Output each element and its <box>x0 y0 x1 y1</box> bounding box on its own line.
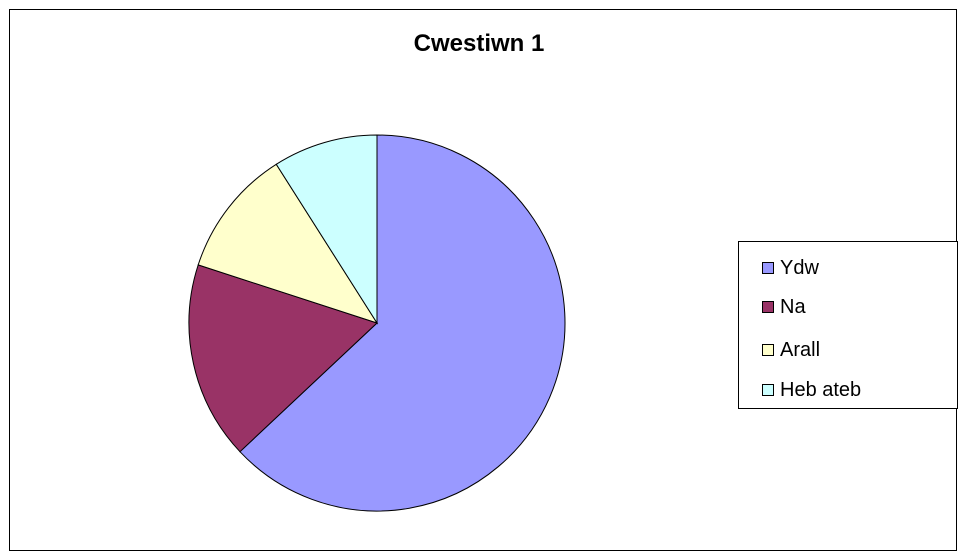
pie-slice-heb-ateb <box>275 134 378 325</box>
legend-label-ydw: Ydw <box>780 256 819 279</box>
legend-item-na: Na <box>762 292 806 322</box>
chart-title: Cwestiwn 1 <box>413 30 545 57</box>
legend-item-arall: Arall <box>762 335 820 365</box>
pie-slice-ydw <box>239 134 566 512</box>
legend-swatch-arall <box>762 344 774 356</box>
legend-swatch-heb-ateb <box>762 384 774 396</box>
legend: Ydw Na Arall Heb ateb <box>738 241 958 409</box>
pie-slice-na <box>188 264 378 453</box>
pie-slice-arall <box>197 163 379 324</box>
legend-item-heb-ateb: Heb ateb <box>762 375 861 405</box>
legend-swatch-na <box>762 301 774 313</box>
legend-label-na: Na <box>780 295 806 318</box>
legend-swatch-ydw <box>762 262 774 274</box>
legend-item-ydw: Ydw <box>762 253 819 283</box>
legend-label-arall: Arall <box>780 338 821 361</box>
legend-label-heb-ateb: Heb ateb <box>780 378 862 401</box>
